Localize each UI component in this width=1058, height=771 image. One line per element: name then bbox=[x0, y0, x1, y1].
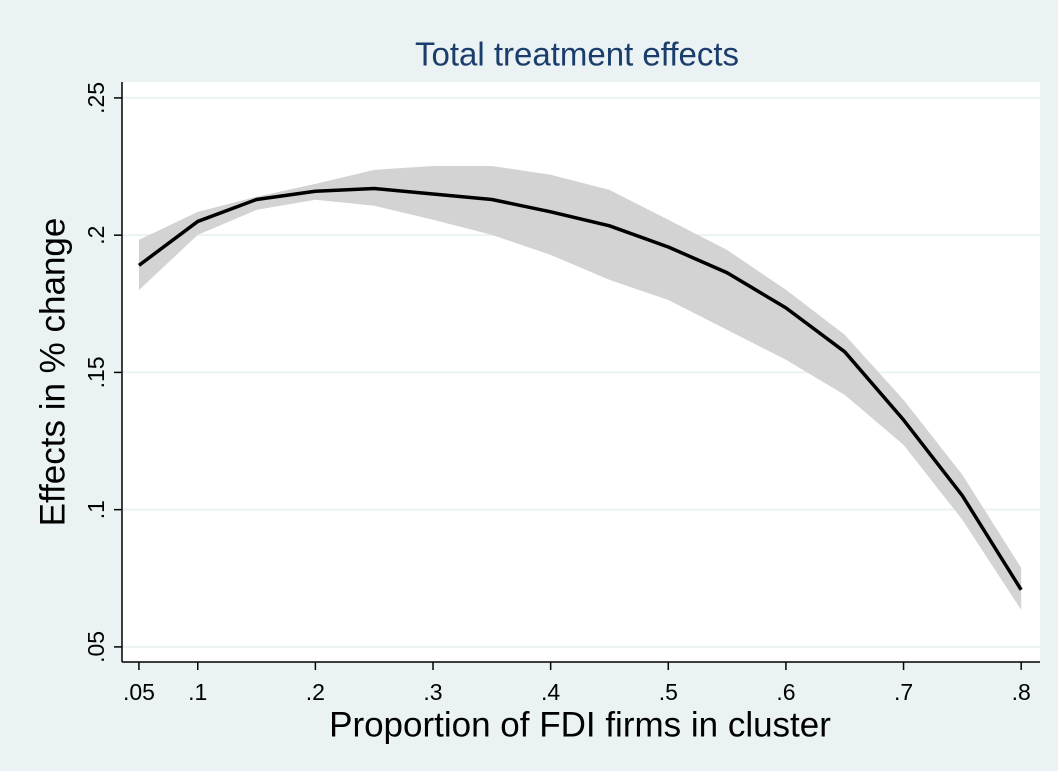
x-tick-label: .05 bbox=[123, 679, 155, 705]
y-tick-label: .15 bbox=[83, 356, 109, 388]
x-tick-label: .3 bbox=[423, 679, 442, 705]
x-axis-label: Proportion of FDI firms in cluster bbox=[329, 705, 831, 744]
y-tick-label: .2 bbox=[83, 226, 109, 245]
x-tick-label: .2 bbox=[306, 679, 325, 705]
x-tick-label: .5 bbox=[659, 679, 678, 705]
y-tick-label: .05 bbox=[83, 631, 109, 663]
y-axis-label: Effects in % change bbox=[33, 218, 72, 527]
chart-title: Total treatment effects bbox=[415, 36, 739, 73]
line bbox=[137, 186, 1023, 591]
x-tick-label: .7 bbox=[894, 679, 913, 705]
y-tick-label: .25 bbox=[83, 82, 109, 114]
x-tick-label: .4 bbox=[541, 679, 560, 705]
x-tick-label: .6 bbox=[776, 679, 795, 705]
x-tick-label: .8 bbox=[1012, 679, 1031, 705]
y-tick-label: .1 bbox=[83, 500, 109, 519]
x-tick-label: .1 bbox=[188, 679, 207, 705]
